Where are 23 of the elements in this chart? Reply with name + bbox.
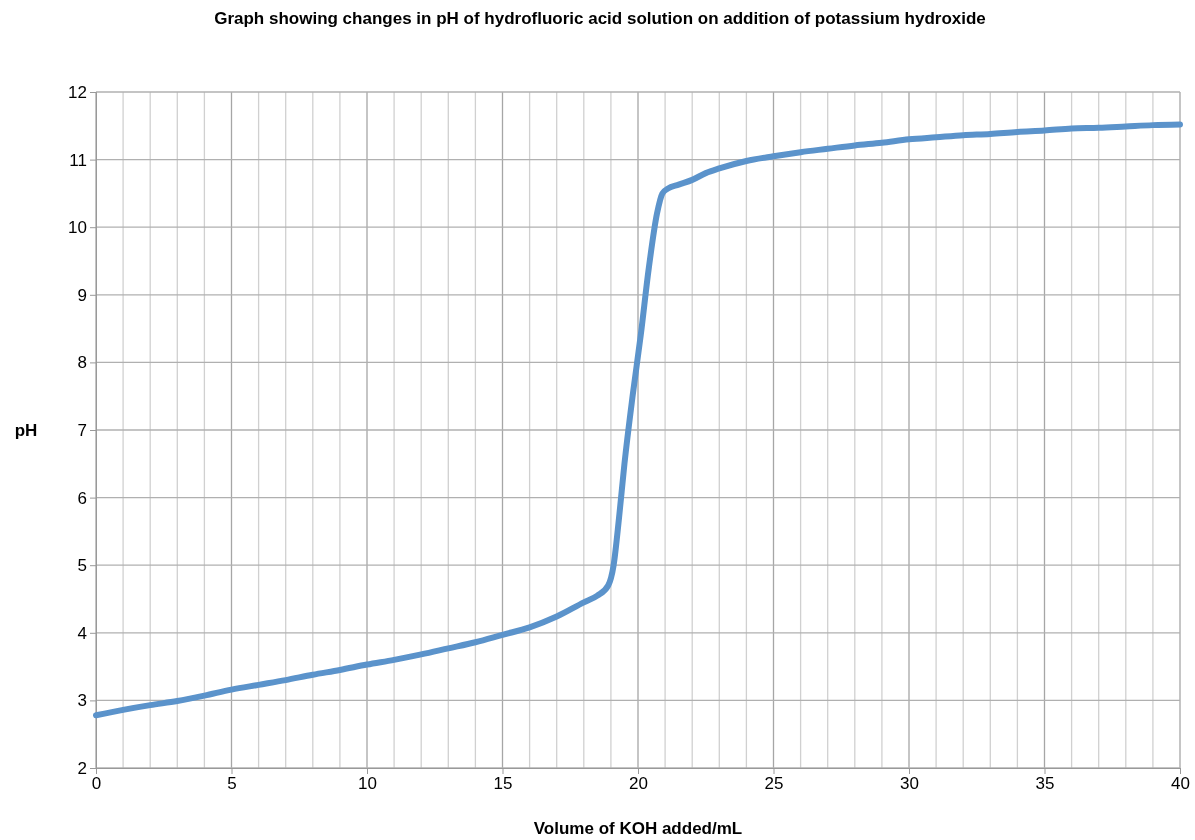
x-tick-label: 5	[227, 774, 237, 794]
y-tick-label: 4	[77, 623, 87, 643]
x-tick-label: 30	[900, 774, 919, 794]
x-tick-label: 10	[358, 774, 377, 794]
y-tick-label: 7	[77, 420, 87, 440]
y-tick-label: 11	[69, 150, 87, 170]
y-tick-label: 12	[68, 82, 87, 102]
y-axis-title: pH	[14, 421, 38, 440]
x-axis-title: Volume of KOH added/mL	[533, 819, 743, 838]
x-tick-label: 25	[764, 774, 784, 794]
x-tick-label: 20	[629, 774, 648, 794]
x-tick-label: 40	[1171, 774, 1190, 794]
x-tick-label: 35	[1035, 774, 1055, 794]
x-tick-label: 15	[493, 774, 513, 794]
chart-title: Graph showing changes in pH of hydrofluoric acid solution on addition of potassium hydroxide	[214, 9, 986, 28]
y-tick-label: 5	[77, 556, 87, 576]
y-tick-label: 3	[77, 691, 87, 711]
y-tick-label: 2	[77, 758, 87, 778]
y-tick-label: 8	[77, 353, 87, 373]
y-tick-label: 9	[77, 285, 87, 305]
y-tick-label: 10	[68, 218, 87, 238]
y-tick-label: 6	[77, 488, 87, 508]
x-tick-label: 0	[91, 774, 102, 794]
